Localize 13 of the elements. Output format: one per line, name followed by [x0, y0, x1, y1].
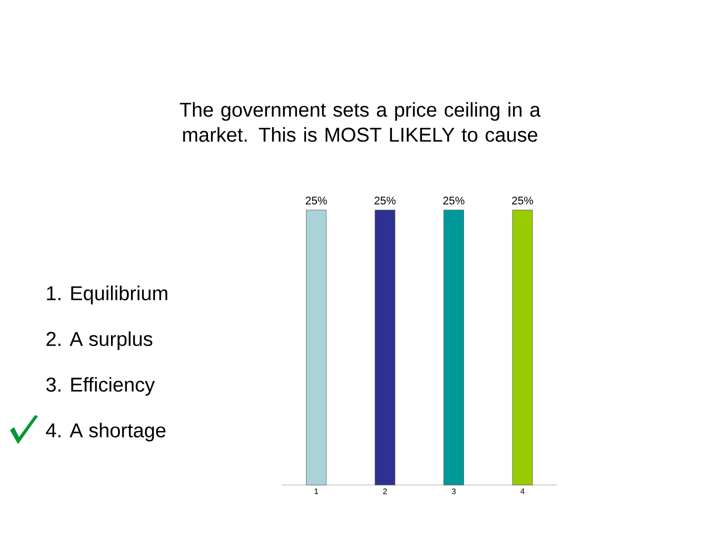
x-tick-label: 4 — [520, 488, 524, 494]
chart-title: The government sets a price ceiling in a market. This is MOST LIKELY to cause — [180, 102, 541, 142]
data-label: 25% — [443, 196, 464, 204]
text: 3. Efficiency — [46, 377, 155, 396]
x-tick-label: 2 — [383, 488, 387, 494]
text: 4. A shortage — [46, 422, 166, 442]
data-label: 25% — [374, 196, 396, 204]
data-label: 25% — [306, 196, 327, 204]
x-tick-label: 1 — [314, 488, 318, 494]
x-tick-label: 3 — [452, 488, 456, 494]
text: 2. A surplus — [46, 331, 152, 350]
text: 1. Equilibrium — [47, 286, 168, 304]
data-label: 25% — [512, 196, 534, 204]
